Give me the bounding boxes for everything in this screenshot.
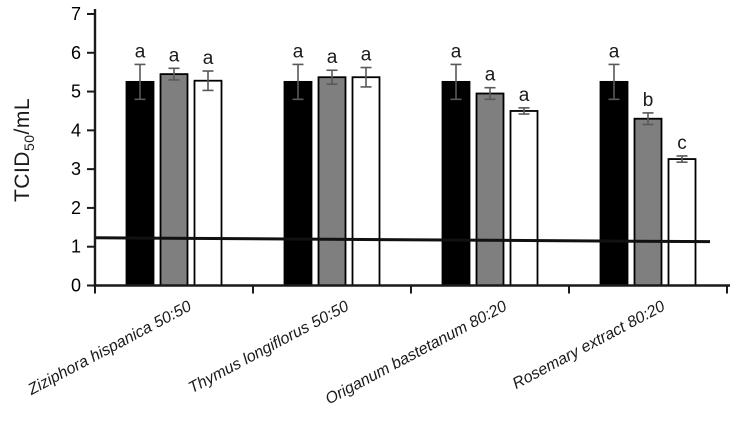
bar-gray [159, 73, 189, 287]
significance-letter: a [293, 41, 304, 62]
bar-white [193, 79, 223, 287]
significance-letter: a [485, 65, 496, 86]
significance-letter: a [135, 41, 146, 62]
significance-letter: a [609, 41, 620, 62]
y-tick-label: 3 [71, 159, 81, 179]
y-tick-label: 5 [71, 82, 81, 102]
significance-letter: a [327, 47, 338, 68]
bar-gray [475, 92, 505, 287]
bar-black [283, 80, 313, 287]
y-tick-label: 4 [71, 120, 81, 140]
significance-letter: b [643, 90, 654, 111]
significance-letter: a [361, 45, 372, 66]
bar-white [351, 76, 381, 287]
significance-letter: a [203, 48, 214, 69]
bar-gray [317, 76, 347, 287]
significance-letter: a [451, 41, 462, 62]
y-tick-label: 2 [71, 198, 81, 218]
significance-letter: a [519, 85, 530, 106]
bar-black [125, 80, 155, 287]
y-tick-label: 1 [71, 237, 81, 257]
bar-white [667, 158, 697, 287]
bar-black [441, 80, 471, 287]
bar-white [509, 110, 539, 287]
significance-letter: a [169, 45, 180, 66]
significance-letter: c [677, 133, 687, 154]
y-tick-label: 7 [71, 4, 81, 24]
y-tick-label: 6 [71, 43, 81, 63]
reference-line [94, 236, 711, 244]
bar-gray [633, 117, 663, 287]
y-tick-label: 0 [71, 276, 81, 296]
bar-black [599, 80, 629, 287]
